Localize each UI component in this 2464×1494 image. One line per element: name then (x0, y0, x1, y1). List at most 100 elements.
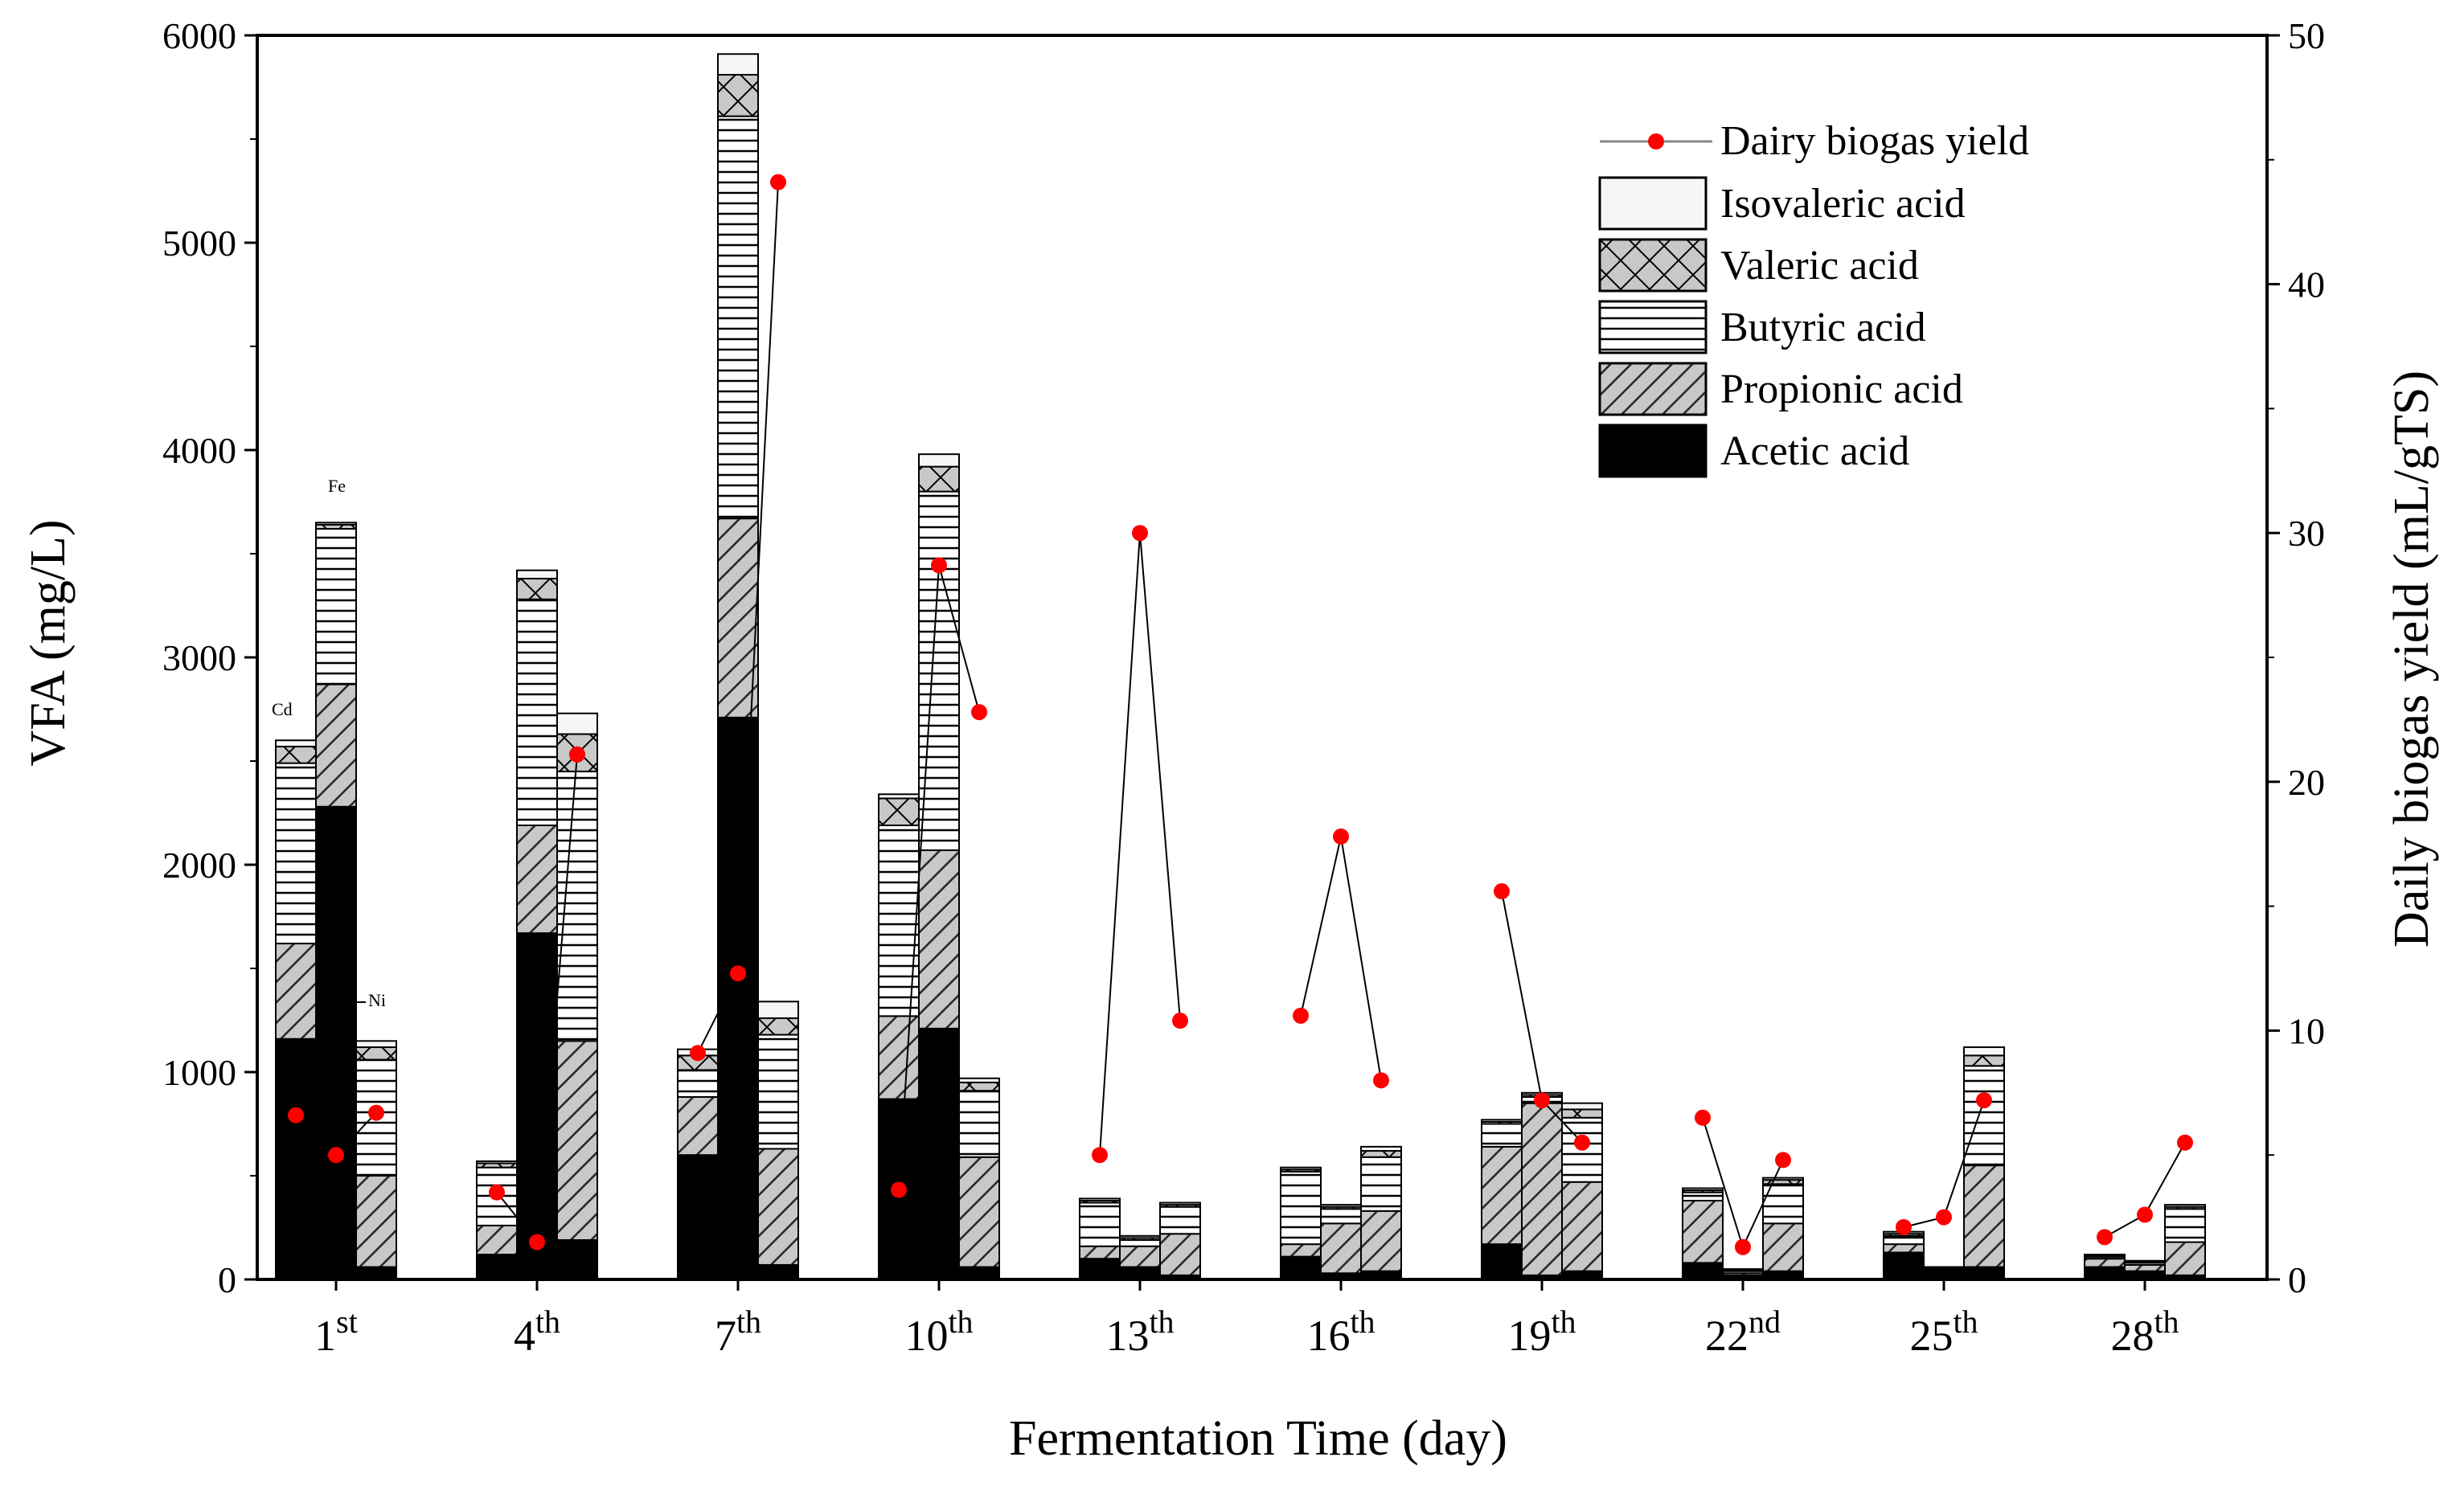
bar-seg-isovaleric-g2-b2 (516, 569, 558, 579)
bar-seg-propionic-g7-b1 (1481, 1145, 1523, 1246)
bar-seg-butyric-g3-b1 (677, 1069, 719, 1098)
bar-seg-isovaleric-g1-b2 (315, 522, 357, 526)
bar-seg-isovaleric-g7-b1 (1481, 1119, 1523, 1123)
bar-seg-isovaleric-g8-b1 (1682, 1187, 1724, 1192)
bar-seg-propionic-g5-b2 (1119, 1245, 1161, 1268)
bar-seg-acetic-g1-b3 (355, 1266, 397, 1281)
bar-seg-valeric-g4-b2 (918, 465, 960, 493)
legend-swatch-butyric (1598, 300, 1708, 354)
bar-seg-isovaleric-g4-b2 (918, 453, 960, 468)
bar-seg-isovaleric-g5-b3 (1159, 1201, 1201, 1206)
biogas-point-g5-b3 (1172, 1013, 1188, 1029)
bar-seg-isovaleric-g9-b2 (1923, 1266, 1965, 1269)
biogas-line-layer (288, 174, 2193, 1255)
biogas-point-g4-b1 (891, 1181, 907, 1198)
bar-seg-isovaleric-g3-b2 (717, 53, 759, 76)
bar-seg-acetic-g5-b2 (1119, 1266, 1161, 1281)
bar-seg-butyric-g6-b2 (1320, 1208, 1362, 1225)
bar-seg-propionic-g10-b1 (2084, 1258, 2126, 1268)
bar-seg-acetic-g2-b3 (556, 1238, 598, 1280)
x-category-label-7: 19th (1507, 1304, 1576, 1360)
bar-seg-butyric-g1-b2 (315, 528, 357, 686)
biogas-point-g9-b3 (1976, 1092, 1992, 1109)
bar-seg-butyric-g5-b3 (1159, 1205, 1201, 1235)
bar-seg-isovaleric-g9-b3 (1963, 1046, 2005, 1057)
bar-seg-propionic-g3-b1 (677, 1095, 719, 1156)
biogas-point-g3-b2 (730, 965, 746, 982)
x-category-label-3: 7th (715, 1304, 761, 1360)
bar-seg-propionic-g2-b1 (476, 1224, 518, 1256)
bar-seg-valeric-g1-b1 (275, 745, 317, 764)
bar-seg-valeric-g3-b3 (757, 1017, 799, 1036)
x-category-label-9: 25th (1909, 1304, 1978, 1360)
biogas-point-g4-b2 (931, 557, 947, 574)
bar-seg-propionic-g8-b3 (1762, 1222, 1804, 1272)
bar-seg-butyric-g6-b3 (1360, 1156, 1402, 1212)
bar-seg-isovaleric-g10-b3 (2164, 1204, 2206, 1208)
biogas-point-g8-b1 (1695, 1109, 1711, 1126)
y-axis-title: VFA (mg/L) (21, 519, 76, 766)
bar-seg-isovaleric-g10-b2 (2124, 1259, 2166, 1263)
bar-seg-propionic-g9-b1 (1883, 1243, 1925, 1254)
biogas-point-g6-b1 (1293, 1007, 1309, 1024)
bar-seg-acetic-g4-b2 (918, 1027, 960, 1280)
bar-seg-butyric-g5-b2 (1119, 1238, 1161, 1247)
bar-seg-propionic-g1-b1 (275, 943, 317, 1040)
bar-seg-acetic-g3-b1 (677, 1154, 719, 1280)
bar-seg-butyric-g4-b1 (878, 824, 920, 1017)
bar-seg-propionic-g7-b2 (1521, 1102, 1563, 1276)
bar-seg-acetic-g9-b1 (1883, 1251, 1925, 1280)
bar-seg-acetic-g6-b1 (1280, 1255, 1322, 1280)
legend-label-propionic: Propionic acid (1720, 366, 1963, 412)
x-category-label-1: 1st (314, 1304, 358, 1360)
bar-seg-propionic-g2-b2 (516, 824, 558, 935)
legend-label-acetic: Acetic acid (1720, 428, 1909, 474)
bar-seg-valeric-g3-b2 (717, 74, 759, 117)
biogas-point-g4-b3 (971, 704, 987, 721)
bar-seg-propionic-g1-b3 (355, 1175, 397, 1268)
y-tick-label: 5000 (162, 223, 236, 264)
bar-seg-valeric-g4-b3 (958, 1081, 1000, 1092)
legend-label-biogas: Dairy biogas yield (1720, 118, 2029, 164)
bar-seg-propionic-g5-b1 (1079, 1245, 1121, 1260)
y2-tick-label: 10 (2288, 1010, 2325, 1051)
bar-seg-acetic-g2-b2 (516, 932, 558, 1280)
biogas-point-g7-b3 (1574, 1134, 1590, 1151)
legend-label-isovaleric: Isovaleric acid (1720, 181, 1966, 227)
bar-seg-butyric-g5-b1 (1079, 1201, 1121, 1247)
bar-seg-acetic-g7-b1 (1481, 1243, 1523, 1281)
annotation-ni: Ni (368, 990, 386, 1010)
biogas-point-g3-b3 (770, 174, 786, 190)
bar-seg-propionic-g10-b2 (2124, 1263, 2166, 1272)
x-category-label-5: 13th (1105, 1304, 1174, 1360)
axes-layer: 0 1000 2000 3000 4000 5000 6000 0 10 20 30 40 50 1st 4… (162, 15, 2325, 1360)
bar-seg-propionic-g6-b1 (1280, 1243, 1322, 1258)
legend-swatch-valeric (1598, 238, 1708, 293)
bar-seg-acetic-g5-b1 (1079, 1258, 1121, 1280)
x-category-label-2: 4th (514, 1304, 560, 1360)
biogas-point-g7-b1 (1494, 883, 1510, 900)
biogas-point-g3-b1 (690, 1045, 706, 1062)
legend-swatch-propionic (1598, 362, 1708, 416)
biogas-point-g9-b2 (1936, 1209, 1952, 1226)
biogas-point-g8-b3 (1775, 1152, 1791, 1169)
biogas-line-g5 (1099, 533, 1181, 1156)
bar-seg-valeric-g9-b3 (1963, 1054, 2005, 1067)
bar-seg-butyric-g3-b3 (757, 1034, 799, 1150)
legend-swatch-isovaleric (1598, 176, 1708, 231)
bar-seg-isovaleric-g6-b2 (1320, 1204, 1362, 1208)
annotation-fe: Fe (328, 476, 346, 496)
bar-seg-butyric-g4-b3 (958, 1090, 1000, 1158)
x-category-label-8: 22nd (1705, 1304, 1781, 1360)
bar-seg-acetic-g3-b3 (757, 1263, 799, 1280)
biogas-line-g6 (1300, 836, 1382, 1081)
bar-seg-acetic-g3-b2 (717, 716, 759, 1280)
legend-swatch-acetic (1598, 424, 1708, 478)
bar-seg-valeric-g2-b2 (516, 577, 558, 600)
bar-seg-propionic-g4-b2 (918, 849, 960, 1029)
bar-seg-isovaleric-g8-b2 (1722, 1268, 1764, 1271)
biogas-point-g10-b1 (2097, 1229, 2113, 1246)
y-tick-label: 3000 (162, 637, 236, 678)
legend-label-valeric: Valeric acid (1720, 243, 1919, 289)
bar-seg-isovaleric-g4-b1 (878, 793, 920, 800)
